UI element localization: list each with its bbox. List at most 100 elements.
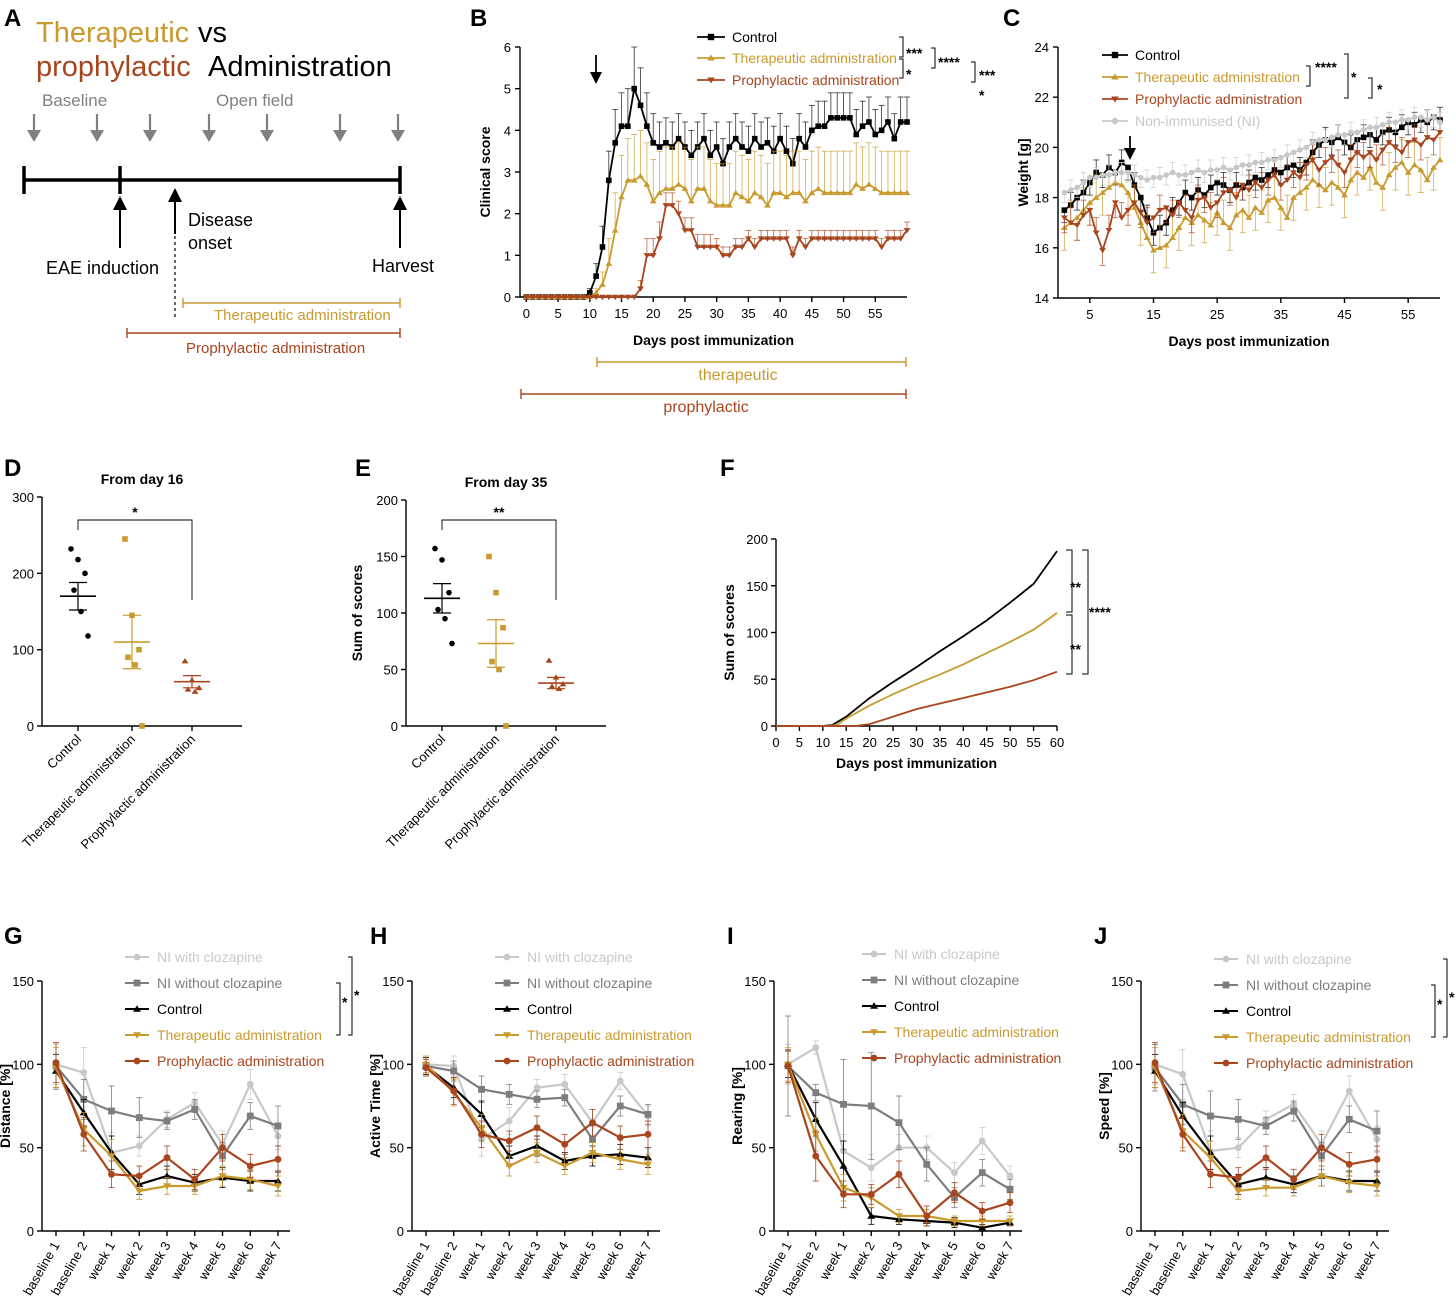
data-point (82, 570, 88, 577)
open-field-arrow (333, 114, 347, 142)
legend-marker (707, 33, 715, 41)
data-point (707, 152, 714, 159)
legend-marker (870, 976, 878, 984)
data-point (884, 189, 892, 196)
data-point (656, 189, 663, 196)
data-point (744, 198, 752, 204)
data-point (764, 140, 771, 146)
data-point (840, 236, 847, 242)
prophylactic-period-bar (126, 328, 401, 338)
sig-bracket (1066, 614, 1073, 675)
data-point (1297, 147, 1303, 153)
data-point (846, 189, 854, 196)
data-point (1176, 172, 1182, 178)
data-point (809, 127, 815, 134)
data-point (1060, 215, 1068, 221)
sig-label: * (342, 994, 348, 1010)
x-tick-label: 35 (1274, 307, 1288, 322)
sig-label: * (354, 987, 360, 1003)
x-tick-label: 5 (1086, 307, 1093, 322)
y-tick-label: 150 (1111, 974, 1133, 989)
panel-a-title-therapeutic: Therapeutic (36, 17, 189, 49)
data-point (588, 1149, 597, 1157)
data-point (432, 545, 438, 552)
data-point (1067, 220, 1075, 226)
x-tick-label: 10 (816, 735, 830, 750)
data-point (1360, 134, 1367, 141)
data-point (1353, 150, 1361, 156)
onset-arrow-head (1124, 148, 1136, 160)
panel-i-label: I (727, 923, 734, 950)
x-tick-label: week 4 (899, 1239, 933, 1283)
sig-label: * (1351, 69, 1357, 85)
data-point (815, 123, 821, 129)
data-point (795, 236, 803, 242)
data-point (662, 185, 670, 191)
data-point (1234, 1144, 1242, 1152)
data-point (505, 1137, 513, 1145)
x-tick-label: 60 (1050, 735, 1064, 750)
data-point (567, 294, 575, 301)
data-point (1137, 210, 1145, 216)
sig-bracket (899, 58, 904, 79)
data-point (951, 1169, 958, 1177)
data-point (840, 1190, 847, 1198)
data-point (1194, 197, 1202, 204)
data-point (1182, 189, 1189, 196)
data-point (548, 294, 556, 301)
data-point (1234, 1174, 1242, 1182)
data-point (719, 253, 727, 259)
sig-bracket (348, 956, 353, 1036)
therapeutic-period-label: Therapeutic administration (214, 307, 391, 324)
data-point (1125, 164, 1131, 171)
data-point (1086, 207, 1094, 214)
data-point (649, 253, 657, 259)
data-point (1379, 147, 1387, 153)
data-point (1188, 169, 1195, 176)
legend-label: NI with clozapine (157, 949, 263, 965)
y-tick-label: 14 (1035, 291, 1049, 306)
y-tick-label: 150 (376, 550, 398, 565)
data-point (725, 202, 733, 208)
data-point (770, 236, 778, 242)
panel-h-label: H (370, 923, 387, 950)
data-point (1265, 172, 1271, 178)
data-point (1290, 162, 1297, 168)
panel-b-therapeutic-bar (596, 357, 907, 367)
data-point (1118, 215, 1126, 221)
x-tick-label: week 7 (251, 1239, 285, 1283)
series-prophylactic-administration (1060, 116, 1444, 266)
data-point (191, 1105, 199, 1113)
data-point (865, 236, 873, 242)
data-point (795, 189, 803, 196)
data-point (1131, 204, 1138, 210)
harvest-label: Harvest (372, 256, 434, 276)
data-point (789, 189, 797, 196)
data-point (624, 177, 632, 183)
y-tick-label: 0 (397, 1224, 404, 1239)
data-point (814, 185, 822, 191)
data-point (764, 236, 771, 242)
sig-bracket (1344, 53, 1349, 99)
x-tick-label: week 5 (565, 1239, 599, 1283)
open-field-arrow (260, 114, 274, 142)
data-point (802, 144, 809, 150)
data-point (477, 1110, 486, 1118)
data-point (181, 658, 189, 664)
data-point (442, 615, 448, 622)
data-point (1137, 174, 1144, 181)
data-point (1156, 244, 1164, 251)
data-point (1302, 162, 1310, 169)
legend-label: Therapeutic administration (157, 1027, 322, 1043)
data-point (706, 244, 714, 251)
data-point (1006, 1172, 1014, 1180)
legend-marker (503, 953, 511, 961)
data-point (1092, 194, 1100, 200)
x-tick-label: 15 (1146, 307, 1160, 322)
sig-bracket (1368, 77, 1373, 99)
data-point (700, 185, 708, 191)
sig-bracket (77, 519, 193, 600)
data-point (533, 1095, 541, 1103)
data-point (890, 189, 898, 196)
panel-d-label: D (4, 455, 21, 482)
